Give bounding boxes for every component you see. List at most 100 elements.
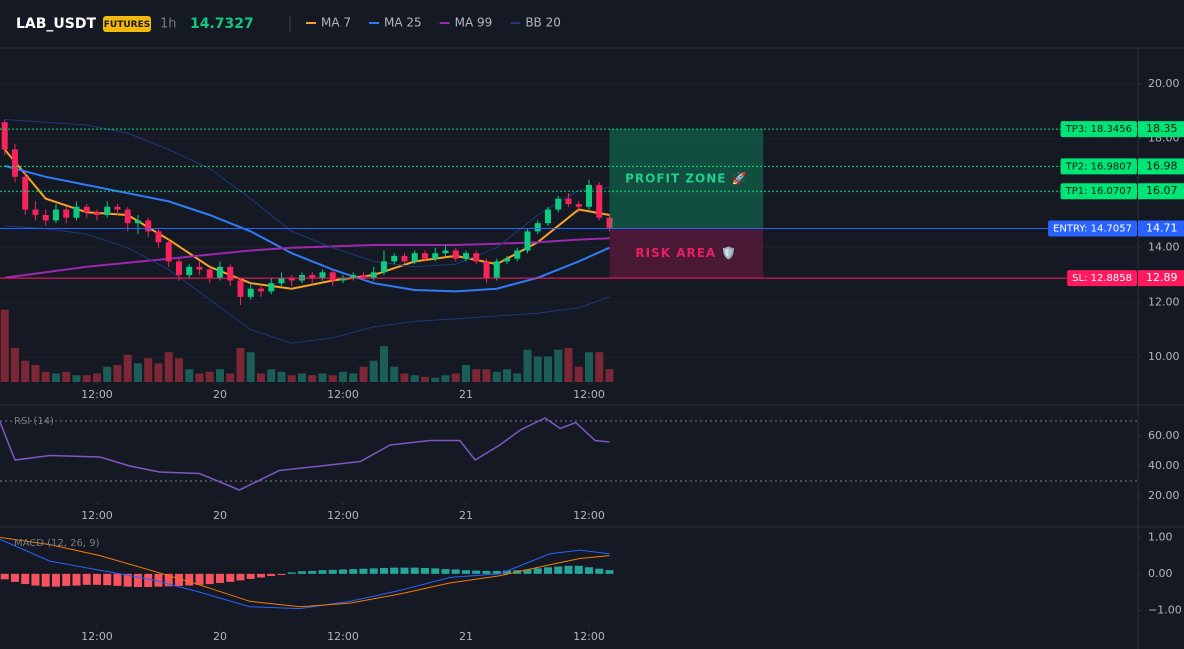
candle-body xyxy=(360,275,367,278)
candle-body xyxy=(124,209,131,224)
volume-bar xyxy=(287,375,296,382)
level-label-bg xyxy=(1060,183,1137,200)
volume-bar xyxy=(41,371,50,382)
histogram-bar xyxy=(287,572,296,574)
histogram-bar xyxy=(502,570,511,574)
zone xyxy=(609,228,764,279)
histogram-bar xyxy=(72,573,81,586)
histogram-bar xyxy=(318,570,327,574)
level-value-bg xyxy=(1138,121,1184,138)
candle-body xyxy=(565,198,572,205)
candle-body xyxy=(268,283,275,292)
volume-bar xyxy=(461,365,470,382)
candle-body xyxy=(257,288,264,292)
histogram-bar xyxy=(533,568,542,574)
x-tick-label: 21 xyxy=(459,630,473,643)
candle-body xyxy=(83,206,90,213)
candle-body xyxy=(493,261,500,278)
zone-label: PROFIT ZONE 🚀 xyxy=(625,171,748,185)
y-tick-label: 20.00 xyxy=(1148,77,1180,90)
candle-body xyxy=(165,242,172,262)
histogram-bar xyxy=(226,573,235,582)
volume-bar xyxy=(277,371,286,382)
candle-body xyxy=(462,253,469,259)
level-value-bg xyxy=(1138,158,1184,175)
volume-bar xyxy=(174,358,183,382)
pane-title: MACD (12, 26, 9) xyxy=(14,538,100,549)
legend-label: MA 25 xyxy=(384,16,422,30)
candle-body xyxy=(42,215,49,221)
candle-body xyxy=(278,277,285,284)
candle-body xyxy=(391,255,398,262)
histogram-bar xyxy=(195,573,204,585)
histogram-bar xyxy=(215,573,224,583)
candle-body xyxy=(11,149,18,177)
histogram-bar xyxy=(482,570,491,574)
candle-body xyxy=(155,231,162,243)
volume-bar xyxy=(420,376,429,382)
histogram-bar xyxy=(174,573,183,586)
candle-body xyxy=(596,184,603,218)
volume-bar xyxy=(205,371,214,382)
histogram-bar xyxy=(400,567,409,574)
indicator-line xyxy=(4,237,610,279)
rsi-line xyxy=(0,417,610,491)
volume-bar xyxy=(472,369,481,382)
y-tick-label: −1.00 xyxy=(1148,603,1182,616)
volume-bar xyxy=(513,373,522,382)
volume-bar xyxy=(144,358,153,382)
x-tick-label: 12:00 xyxy=(327,388,359,401)
candle-body xyxy=(401,255,408,262)
legend-label: BB 20 xyxy=(525,16,561,30)
volume-bar xyxy=(574,366,583,382)
x-tick-label: 20 xyxy=(213,388,227,401)
volume-bar xyxy=(31,365,40,382)
volume-bar xyxy=(215,369,224,382)
volume-bar xyxy=(482,369,491,382)
candle-body xyxy=(288,277,295,281)
volume-bar xyxy=(10,348,19,382)
badge-bg xyxy=(103,16,151,32)
candle-body xyxy=(32,209,39,215)
volume-bar xyxy=(82,375,91,382)
candle-body xyxy=(134,220,141,224)
volume-bar xyxy=(297,373,306,382)
y-tick-label: 1.00 xyxy=(1148,530,1173,543)
volume-bar xyxy=(51,373,60,382)
candle-body xyxy=(452,250,459,259)
volume-bar xyxy=(379,346,388,382)
candle-body xyxy=(544,209,551,224)
volume-bar xyxy=(267,369,276,382)
level-label-bg xyxy=(1048,220,1137,237)
candle-body xyxy=(114,206,121,210)
level-value-bg xyxy=(1138,220,1184,237)
volume-bar xyxy=(133,363,142,382)
candle-body xyxy=(555,198,562,210)
candle-body xyxy=(534,223,541,232)
histogram-bar xyxy=(82,573,91,585)
histogram-bar xyxy=(246,573,255,579)
volume-bar xyxy=(492,371,501,382)
symbol: LAB_USDT xyxy=(16,16,96,32)
x-tick-label: 21 xyxy=(459,509,473,522)
volume-bar xyxy=(502,369,511,382)
histogram-bar xyxy=(185,573,194,586)
level-label: TP1: 16.0707 xyxy=(1065,186,1132,197)
histogram-bar xyxy=(62,573,71,586)
histogram-bar xyxy=(256,573,265,578)
histogram-bar xyxy=(379,568,388,574)
volume-bar xyxy=(390,366,399,382)
candle-body xyxy=(339,277,346,281)
candle-body xyxy=(380,261,387,273)
volume-bar xyxy=(195,373,204,382)
candle-body xyxy=(350,275,357,278)
indicator-line xyxy=(4,119,610,268)
x-tick-label: 12:00 xyxy=(327,630,359,643)
histogram-bar xyxy=(349,569,358,574)
x-tick-label: 21 xyxy=(459,388,473,401)
candle-body xyxy=(421,253,428,259)
volume-bar xyxy=(533,356,542,382)
volume-bar xyxy=(349,373,358,382)
histogram-bar xyxy=(584,567,593,574)
